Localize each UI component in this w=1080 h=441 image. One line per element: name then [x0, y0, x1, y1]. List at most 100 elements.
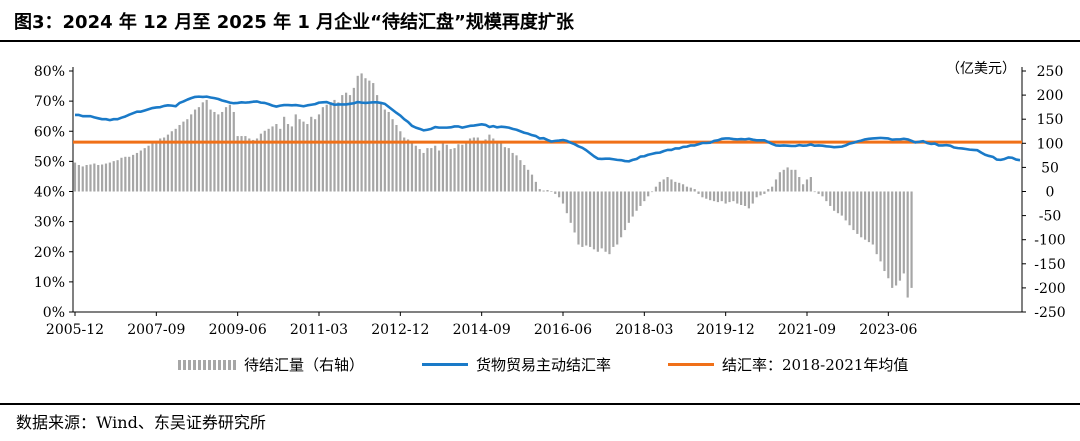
bar — [852, 191, 855, 231]
bar — [422, 152, 425, 192]
bar — [573, 191, 576, 233]
figure-title: 图3：2024 年 12 月至 2025 年 1 月企业“待结汇盘”规模再度扩张 — [14, 12, 574, 33]
bar — [244, 136, 247, 192]
bar — [395, 124, 398, 192]
bar — [581, 191, 584, 247]
bar — [449, 149, 452, 192]
bar — [310, 116, 313, 192]
bar — [461, 144, 464, 192]
left-tick-label: 50% — [34, 154, 65, 170]
legend-swatch-average — [668, 363, 714, 366]
bar — [457, 144, 460, 192]
bar — [589, 191, 592, 247]
bar — [279, 128, 282, 192]
bar — [356, 75, 359, 192]
bar — [902, 191, 905, 274]
right-tick-label: 150 — [1037, 112, 1064, 128]
x-axis-ticks: 2005-12 2007-09 2009-06 2011-03 2012-12 2014-… — [46, 312, 917, 338]
bar — [550, 191, 553, 192]
bar — [151, 143, 154, 192]
rate-line-layer — [75, 95, 1021, 163]
bar — [817, 191, 820, 194]
right-tick-label: 250 — [1037, 64, 1064, 80]
bar — [743, 191, 747, 206]
bar — [298, 119, 301, 192]
bar — [774, 179, 778, 192]
bar — [674, 181, 677, 192]
bar — [445, 144, 448, 192]
bar — [182, 121, 185, 192]
axes-layer — [72, 67, 1023, 313]
bar — [426, 148, 429, 192]
bar — [840, 191, 843, 216]
bar — [232, 111, 235, 192]
bar — [391, 119, 394, 192]
bar — [360, 73, 363, 192]
x-tick-label: 2009-06 — [209, 322, 267, 338]
left-tick-label: 40% — [34, 185, 65, 201]
bar — [81, 166, 84, 192]
bar — [860, 191, 863, 238]
bar — [178, 124, 181, 192]
bar — [705, 191, 708, 199]
x-tick-label: 2018-03 — [615, 322, 673, 338]
bar — [813, 191, 816, 193]
x-tick-label: 2016-06 — [534, 322, 592, 338]
bar — [546, 190, 549, 192]
bar — [101, 164, 104, 192]
bar — [418, 149, 421, 192]
bar — [836, 191, 840, 214]
bar — [147, 145, 150, 192]
bar — [496, 140, 499, 192]
bar — [763, 191, 766, 194]
bar — [755, 191, 758, 198]
bar — [128, 156, 131, 192]
left-tick-label: 70% — [34, 94, 65, 110]
bar — [716, 191, 720, 203]
title-rule — [0, 40, 1080, 42]
right-tick-label: 0 — [1046, 185, 1055, 201]
bar — [484, 139, 487, 192]
bar — [612, 191, 615, 247]
bar — [437, 150, 441, 192]
bar — [554, 191, 557, 194]
bar — [790, 169, 793, 192]
bar — [759, 191, 762, 196]
bar — [406, 139, 410, 192]
bar — [120, 157, 123, 192]
bar — [372, 83, 375, 192]
bar — [771, 186, 774, 192]
x-tick-label: 2014-09 — [453, 322, 511, 338]
bar — [170, 131, 173, 192]
right-tick-label: 50 — [1041, 160, 1059, 176]
bar — [693, 189, 696, 192]
bar — [871, 191, 874, 245]
bar — [209, 109, 212, 192]
bar — [476, 137, 479, 192]
bar — [430, 148, 433, 192]
bar — [662, 179, 665, 192]
bar — [910, 191, 913, 288]
bar — [480, 142, 483, 192]
bar — [825, 191, 828, 202]
bar — [891, 191, 894, 288]
bar — [201, 102, 204, 192]
legend-item-rate: 货物贸易主动结汇率 — [422, 354, 611, 375]
bar — [542, 190, 545, 192]
x-tick-label: 2011-03 — [290, 322, 348, 338]
bar — [898, 191, 902, 281]
right-tick-label: -200 — [1034, 281, 1065, 297]
bar — [740, 191, 743, 205]
bar — [569, 191, 572, 223]
bar — [116, 160, 119, 192]
bars-layer — [73, 73, 913, 298]
bar — [166, 134, 170, 192]
legend-item-average: 结汇率：2018-2021年均值 — [668, 354, 908, 375]
bar — [596, 191, 599, 252]
bar — [565, 191, 568, 214]
bar — [844, 191, 847, 221]
bar — [77, 164, 80, 192]
bar — [856, 191, 859, 234]
x-tick-label: 2021-09 — [778, 322, 836, 338]
bar — [73, 162, 77, 192]
